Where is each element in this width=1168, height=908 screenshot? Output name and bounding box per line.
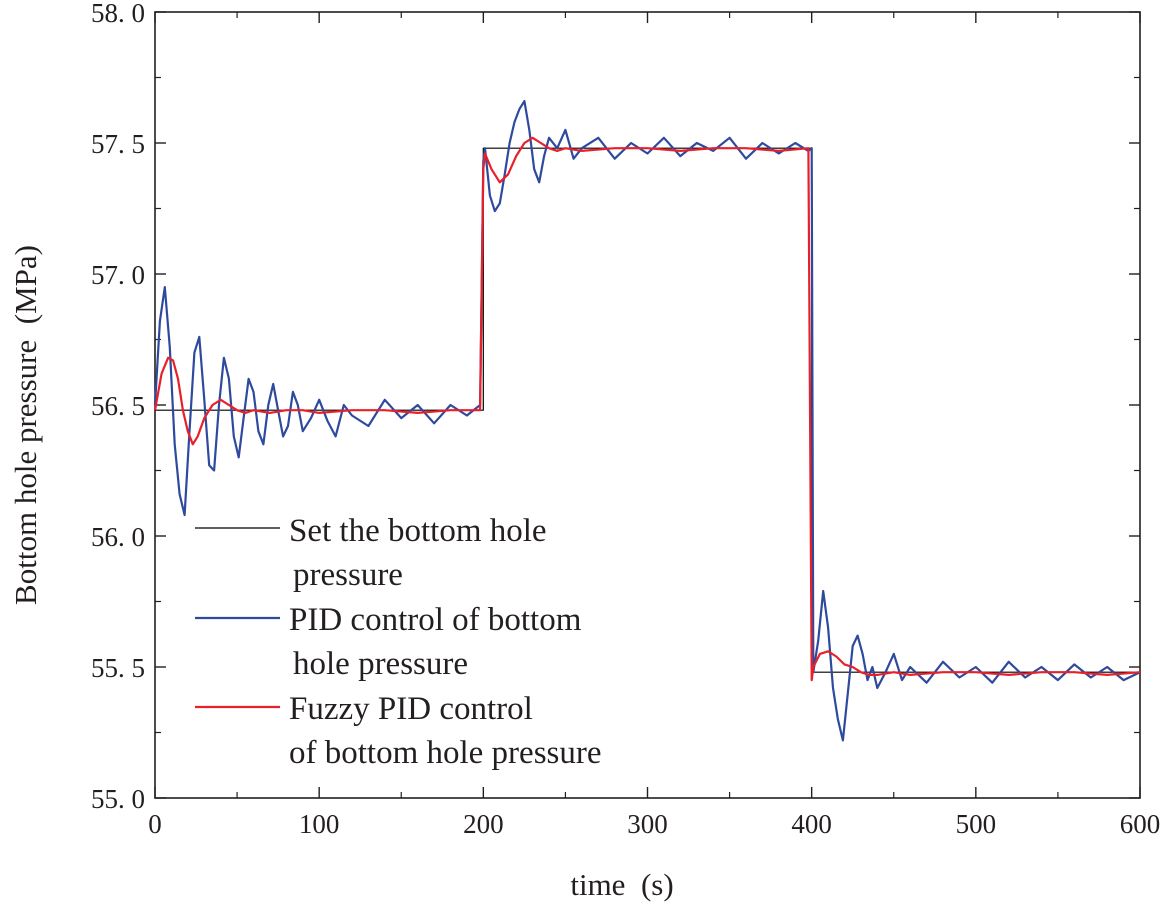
legend-label-fuzzy-pid-line2: of bottom hole pressure xyxy=(289,735,602,771)
x-tick-label: 200 xyxy=(463,809,504,839)
series-layer xyxy=(153,99,1141,742)
x-tick-label: 300 xyxy=(627,809,668,839)
y-tick-label: 58. 0 xyxy=(91,0,145,28)
x-axis-title: time (s) xyxy=(570,867,673,902)
x-tick-label: 500 xyxy=(956,809,997,839)
y-tick-label: 56. 5 xyxy=(91,391,145,421)
legend-label-pid-line1: PID control of bottom xyxy=(289,602,582,638)
y-tick-label: 57. 0 xyxy=(91,260,145,290)
y-tick-label: 55. 5 xyxy=(91,653,145,683)
x-tick-label: 0 xyxy=(148,809,162,839)
y-axis: 55. 0 55. 5 56. 0 56. 5 57. 0 57. 5 58. 0 xyxy=(91,0,1140,814)
y-tick-label: 57. 5 xyxy=(91,129,145,159)
series-pid-line xyxy=(153,99,1141,742)
y-tick-label: 56. 0 xyxy=(91,522,145,552)
x-tick-label: 600 xyxy=(1120,809,1161,839)
x-tick-label: 100 xyxy=(299,809,340,839)
x-tick-label: 400 xyxy=(791,809,832,839)
legend: Set the bottom hole pressure PID control… xyxy=(195,513,602,771)
legend-label-setpoint-line2: pressure xyxy=(293,557,403,593)
y-axis-title: Bottom hole pressure (MPa) xyxy=(8,245,43,605)
series-fuzzy-pid-line xyxy=(153,136,1141,682)
x-axis: 0 100 200 300 400 500 600 xyxy=(148,12,1160,839)
y-tick-label: 55. 0 xyxy=(91,784,145,814)
legend-label-setpoint-line1: Set the bottom hole xyxy=(289,513,547,549)
legend-label-fuzzy-pid-line1: Fuzzy PID control xyxy=(289,691,533,727)
legend-label-pid-line2: hole pressure xyxy=(293,646,468,682)
